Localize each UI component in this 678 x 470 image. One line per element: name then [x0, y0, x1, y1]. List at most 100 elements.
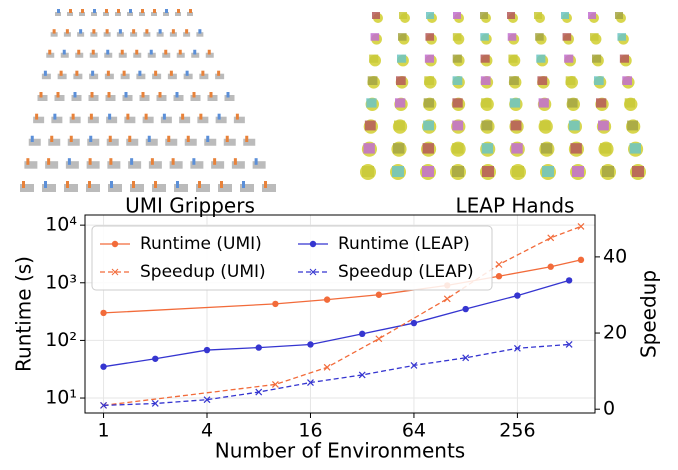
- y2-axis-label: Speedup: [637, 270, 661, 358]
- gripper: [190, 95, 201, 101]
- object: [568, 120, 580, 131]
- gripper-part: [217, 113, 221, 120]
- gripper-part: [132, 29, 136, 34]
- object: [422, 166, 434, 177]
- gripper: [205, 52, 214, 58]
- object: [572, 166, 584, 177]
- point: [462, 354, 470, 362]
- gripper-part: [67, 158, 71, 165]
- gripper-part: [213, 158, 217, 165]
- gripper-part: [254, 158, 258, 165]
- object: [594, 76, 604, 85]
- gripper: [196, 184, 210, 192]
- series-line: [103, 225, 582, 407]
- gripper-part: [217, 70, 221, 76]
- gripper: [184, 138, 197, 146]
- point: [272, 300, 279, 308]
- object: [565, 76, 576, 85]
- object: [452, 120, 464, 131]
- object: [397, 54, 407, 63]
- gripper-part: [71, 113, 75, 120]
- gripper-part: [198, 181, 201, 188]
- gripper-part: [92, 29, 96, 34]
- gripper-part: [43, 70, 47, 76]
- object: [367, 76, 378, 85]
- gripper-part: [30, 135, 34, 142]
- object: [394, 120, 405, 131]
- gripper: [88, 95, 99, 101]
- object: [481, 143, 494, 154]
- gripper: [73, 73, 83, 80]
- gripper: [163, 12, 169, 16]
- gripper: [65, 161, 79, 169]
- point: [462, 305, 469, 313]
- object: [393, 143, 405, 154]
- gripper: [152, 73, 162, 80]
- gripper-part: [209, 92, 213, 98]
- object: [590, 33, 599, 41]
- gripper: [197, 116, 209, 124]
- gripper-part: [154, 70, 158, 76]
- gripper-part: [126, 113, 130, 120]
- gripper: [130, 184, 144, 192]
- object: [452, 143, 464, 154]
- gripper-part: [171, 158, 175, 165]
- point: [203, 396, 211, 404]
- gripper-part: [105, 9, 108, 13]
- gripper-part: [185, 70, 189, 76]
- gripper: [60, 52, 69, 58]
- object: [425, 33, 434, 41]
- gripper: [148, 161, 162, 169]
- object: [422, 143, 434, 154]
- gripper: [64, 184, 78, 192]
- gripper: [57, 73, 67, 80]
- object: [372, 12, 380, 19]
- gripper: [145, 138, 158, 146]
- gripper-part: [26, 158, 30, 165]
- gripper-part: [69, 9, 72, 13]
- object: [452, 54, 462, 63]
- gripper: [156, 95, 167, 101]
- object: [588, 12, 596, 19]
- gripper-part: [128, 135, 132, 142]
- point: [495, 261, 503, 268]
- object: [624, 98, 635, 108]
- gripper: [252, 161, 266, 169]
- legend-marker: [309, 268, 317, 276]
- gripper: [133, 52, 142, 58]
- object: [508, 54, 518, 63]
- gripper: [169, 161, 183, 169]
- gripper-part: [165, 9, 168, 13]
- gripper-part: [189, 9, 192, 13]
- gripper-part: [93, 9, 96, 13]
- gripper: [196, 32, 204, 37]
- gripper-part: [206, 135, 210, 142]
- point: [547, 234, 555, 242]
- gripper-part: [141, 9, 144, 13]
- point: [577, 222, 585, 230]
- gripper: [86, 184, 100, 192]
- gripper-part: [62, 49, 66, 55]
- object: [507, 12, 515, 19]
- gripper-part: [141, 92, 145, 98]
- gripper-part: [235, 113, 239, 120]
- object: [570, 143, 582, 154]
- robot-renders: [20, 9, 646, 192]
- gripper: [130, 32, 138, 37]
- gripper: [48, 138, 61, 146]
- gripper: [103, 32, 111, 37]
- gripper: [204, 138, 217, 146]
- object: [561, 12, 569, 19]
- gripper-part: [108, 113, 112, 120]
- object: [364, 120, 376, 131]
- x-axis-label: Number of Environments: [215, 439, 465, 463]
- gripper: [104, 52, 113, 58]
- object: [540, 143, 553, 154]
- object: [480, 33, 489, 41]
- gripper: [41, 73, 51, 80]
- gripper: [183, 32, 191, 37]
- gripper-part: [178, 49, 182, 55]
- object: [480, 12, 488, 19]
- gripper: [190, 161, 204, 169]
- gripper: [75, 52, 84, 58]
